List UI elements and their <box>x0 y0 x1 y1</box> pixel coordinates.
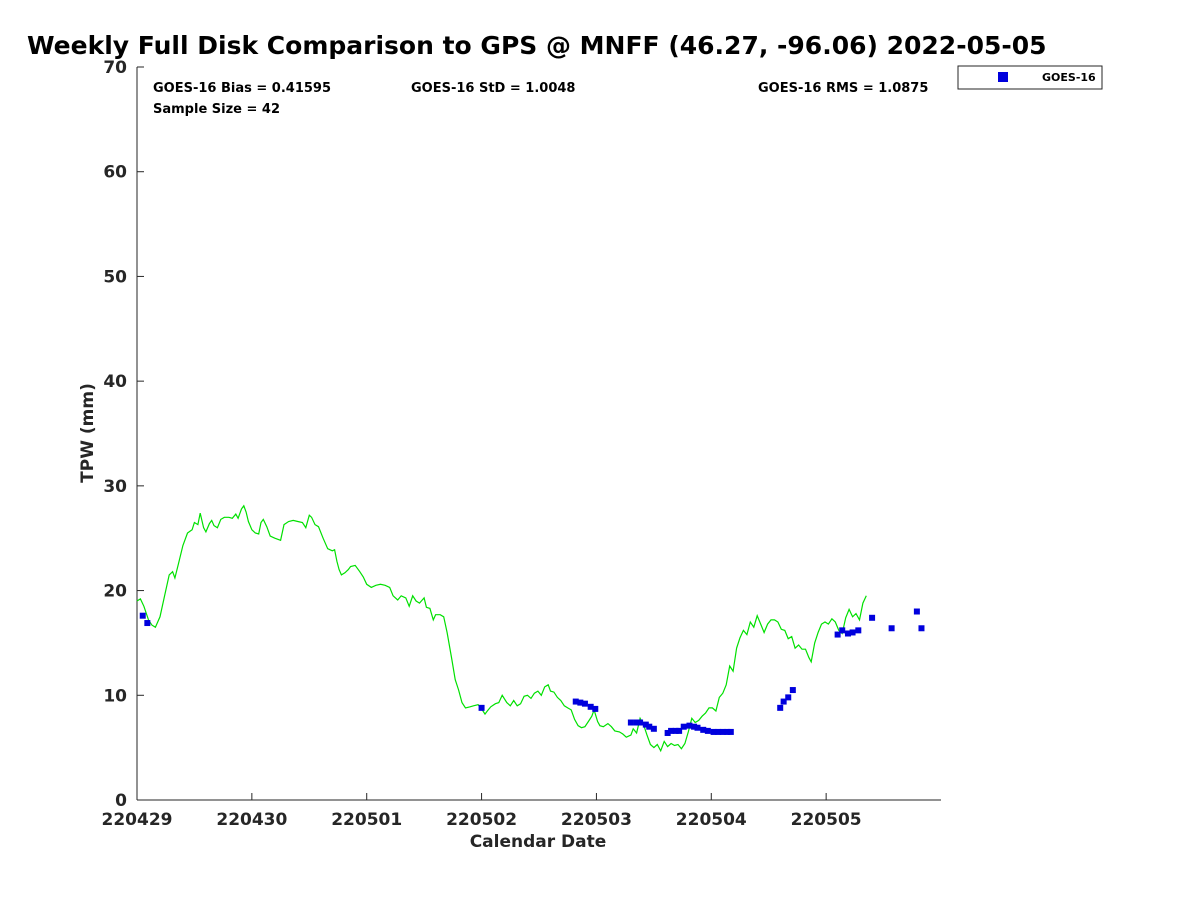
goes-16-point <box>478 704 485 711</box>
goes-16-point <box>727 728 734 735</box>
x-tick-label: 220504 <box>676 810 747 830</box>
goes-16-point <box>888 625 895 632</box>
goes-16-point <box>587 703 594 710</box>
goes-16-point <box>646 723 653 730</box>
goes-16-point <box>577 699 584 706</box>
goes-16-point <box>139 612 146 619</box>
legend-marker <box>998 72 1008 82</box>
sample-size-stat: Sample Size = 42 <box>153 102 280 117</box>
x-tick-label: 220501 <box>331 810 402 830</box>
goes-16-point <box>642 721 649 728</box>
legend-box <box>957 65 1103 90</box>
x-tick-label: 220430 <box>216 810 287 830</box>
goes-16-point <box>672 727 679 734</box>
goes-16-point <box>694 724 701 731</box>
goes-16-series <box>139 608 925 736</box>
goes-16-point <box>777 704 784 711</box>
goes-16-point <box>869 614 876 621</box>
x-tick-label: 220503 <box>561 810 632 830</box>
rms-stat: GOES-16 RMS = 1.0875 <box>758 81 928 96</box>
x-tick-label: 220502 <box>446 810 517 830</box>
legend-label-goes-16: GOES-16 <box>1042 71 1096 84</box>
x-tick-label: 220429 <box>102 810 173 830</box>
goes-16-point <box>581 700 588 707</box>
y-tick-label: 40 <box>103 372 127 392</box>
goes-16-point <box>650 725 657 732</box>
y-tick-label: 10 <box>103 686 127 706</box>
goes-16-point <box>834 631 841 638</box>
goes-16-point <box>710 728 717 735</box>
goes-16-point <box>676 727 683 734</box>
goes-16-point <box>572 698 579 705</box>
goes-16-point <box>637 719 644 726</box>
goes-16-point <box>918 625 925 632</box>
y-tick-label: 30 <box>103 477 127 497</box>
legend: GOES-16 <box>957 65 1103 90</box>
goes-16-point <box>719 728 726 735</box>
plot-area <box>136 67 941 801</box>
x-ticks: 220429 220430 220501 220502 220503 220504 2205… <box>102 793 862 830</box>
gps-line <box>136 504 867 753</box>
y-tick-label: 0 <box>115 791 127 811</box>
y-tick-label: 60 <box>103 163 127 183</box>
goes-16-point <box>668 727 675 734</box>
goes-16-point <box>633 719 640 726</box>
goes-16-point <box>691 723 698 730</box>
y-tick-label: 50 <box>103 267 127 287</box>
goes-16-point <box>700 726 707 733</box>
goes-16-point <box>785 694 792 701</box>
goes-16-point <box>855 627 862 634</box>
y-tick-label: 70 <box>103 58 127 78</box>
goes-16-point <box>724 728 731 735</box>
goes-16-point <box>849 629 856 636</box>
goes-16-point <box>627 719 634 726</box>
y-axis-label: TPW (mm) <box>78 383 98 483</box>
goes-16-point <box>839 627 846 634</box>
std-stat: GOES-16 StD = 1.0048 <box>411 81 575 96</box>
goes-16-point <box>780 698 787 705</box>
x-axis-label: Calendar Date <box>470 832 607 852</box>
goes-16-point <box>844 630 851 637</box>
bias-stat: GOES-16 Bias = 0.41595 <box>153 81 331 96</box>
goes-16-point <box>592 705 599 712</box>
goes-16-point <box>789 687 796 694</box>
goes-16-point <box>144 620 151 627</box>
y-tick-label: 20 <box>103 582 127 602</box>
y-ticks: 0 10 20 30 40 50 60 70 <box>103 58 144 811</box>
x-tick-label: 220505 <box>791 810 862 830</box>
goes-16-point <box>686 722 693 729</box>
goes-16-point <box>704 727 711 734</box>
gps-series <box>136 504 867 753</box>
chart-title: Weekly Full Disk Comparison to GPS @ MNF… <box>27 31 1047 60</box>
goes-16-point <box>664 729 671 736</box>
goes-16-point <box>913 608 920 615</box>
goes-16-point <box>680 723 687 730</box>
goes-16-point <box>715 728 722 735</box>
